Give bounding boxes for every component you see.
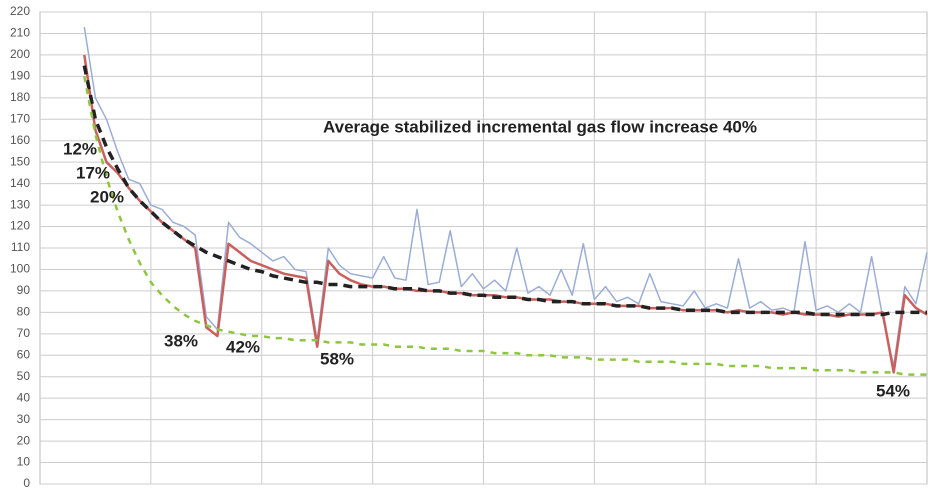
chart-title: Average stabilized incremental gas flow … — [323, 117, 757, 136]
y-tick-label: 190 — [10, 69, 30, 83]
y-tick-label: 200 — [10, 47, 30, 61]
annotation: 58% — [320, 349, 354, 368]
series-line — [83, 26, 928, 367]
y-tick-label: 130 — [10, 197, 30, 211]
y-tick-label: 170 — [10, 111, 30, 125]
annotation: 20% — [90, 187, 124, 206]
series-line — [83, 54, 928, 374]
y-tick-label: 210 — [10, 26, 30, 40]
y-tick-label: 180 — [10, 90, 30, 104]
y-tick-label: 160 — [10, 133, 30, 147]
y-tick-label: 140 — [10, 176, 30, 190]
y-tick-label: 60 — [17, 347, 31, 361]
series-line — [82, 65, 927, 317]
y-tick-label: 100 — [10, 262, 30, 276]
series-line — [83, 76, 927, 376]
y-tick-label: 70 — [17, 326, 31, 340]
y-tick-label: 20 — [17, 433, 31, 447]
annotation: 42% — [226, 337, 260, 356]
y-tick-label: 120 — [10, 219, 30, 233]
y-tick-label: 150 — [10, 154, 30, 168]
y-tick-label: 110 — [11, 240, 30, 254]
annotation: 17% — [76, 163, 110, 182]
y-tick-label: 220 — [10, 4, 30, 18]
annotation: 38% — [164, 331, 198, 350]
y-tick-label: 30 — [17, 412, 31, 426]
annotation: 12% — [63, 139, 97, 158]
y-tick-label: 50 — [17, 369, 31, 383]
y-tick-label: 10 — [17, 455, 31, 469]
y-tick-label: 90 — [17, 283, 31, 297]
y-tick-label: 0 — [23, 476, 30, 490]
y-tick-label: 80 — [17, 305, 31, 319]
y-tick-label: 40 — [17, 390, 31, 404]
annotation: 54% — [876, 381, 910, 400]
